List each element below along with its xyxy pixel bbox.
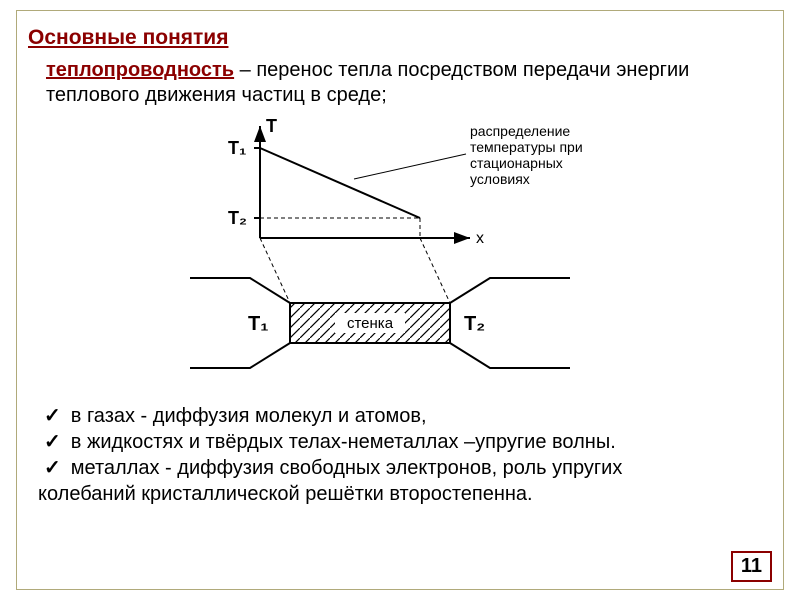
notes-list: в газах - диффузия молекул и атомов, в ж… (38, 403, 772, 481)
section-title: Основные понятия (28, 26, 772, 50)
diagram-svg: Tx T₁ T₂ распределениетемпературы пристацио… (170, 118, 630, 378)
conduction-diagram: Tx T₁ T₂ распределениетемпературы пристацио… (170, 118, 630, 383)
svg-text:T: T (266, 118, 277, 136)
note-item: в жидкостях и твёрдых телах-неметаллах –… (38, 429, 772, 455)
svg-text:температуры при: температуры при (470, 139, 583, 155)
definition: теплопроводность – перенос тепла посредс… (46, 58, 772, 108)
svg-text:T₂: T₂ (228, 208, 247, 228)
notes-continuation: колебаний кристаллической решётки второс… (38, 481, 772, 507)
page-number: 11 (731, 551, 772, 582)
svg-text:стенка: стенка (347, 315, 394, 332)
svg-text:T₁: T₁ (248, 313, 269, 335)
svg-text:условиях: условиях (470, 171, 530, 187)
svg-text:x: x (476, 230, 484, 247)
note-item: в газах - диффузия молекул и атомов, (38, 403, 772, 429)
svg-text:T₂: T₂ (464, 313, 485, 335)
term: теплопроводность (46, 59, 234, 81)
note-item: металлах - диффузия свободных электронов… (38, 455, 772, 481)
svg-text:T₁: T₁ (228, 138, 246, 158)
svg-text:распределение: распределение (470, 123, 570, 139)
svg-text:стационарных: стационарных (470, 155, 563, 171)
